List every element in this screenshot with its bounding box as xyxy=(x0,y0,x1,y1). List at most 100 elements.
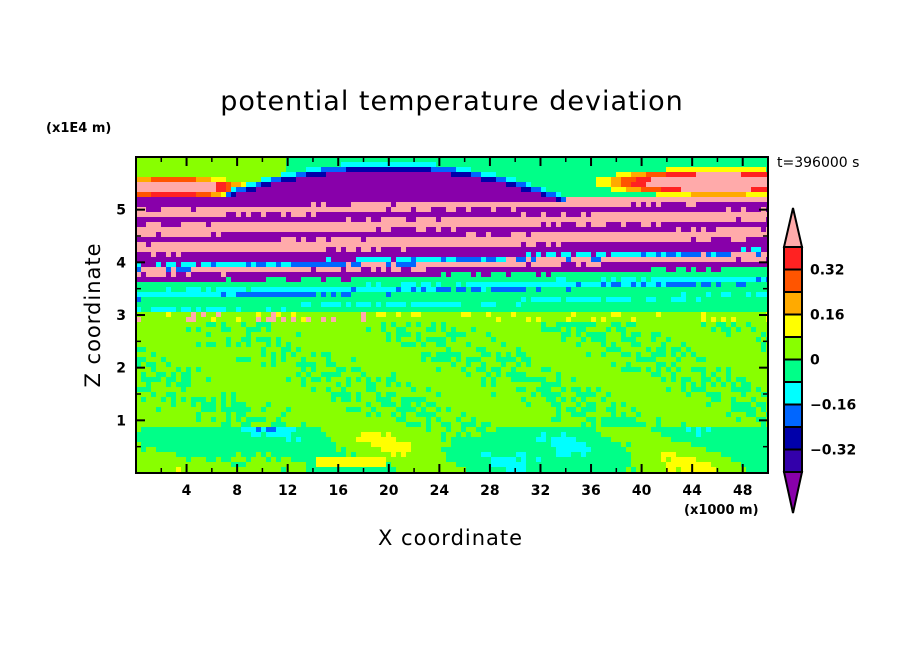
heatmap-cell xyxy=(471,282,477,288)
heatmap-cell xyxy=(311,267,317,273)
heatmap-cell xyxy=(181,282,187,288)
heatmap-cell xyxy=(396,227,402,233)
heatmap-cell xyxy=(141,387,147,393)
heatmap-cell xyxy=(181,347,187,353)
heatmap-cell xyxy=(451,462,457,468)
heatmap-cell xyxy=(506,292,512,298)
heatmap-cell xyxy=(156,202,162,208)
heatmap-cell xyxy=(146,437,152,443)
heatmap-cell xyxy=(481,312,487,318)
heatmap-cell xyxy=(476,407,482,413)
heatmap-cell xyxy=(226,297,232,303)
heatmap-cell xyxy=(391,177,397,183)
heatmap-cell xyxy=(366,277,372,283)
heatmap-cell xyxy=(281,417,287,423)
heatmap-cell xyxy=(366,437,372,443)
heatmap-cell xyxy=(496,427,502,433)
heatmap-cell xyxy=(171,422,177,428)
heatmap-cell xyxy=(181,262,187,268)
heatmap-cell xyxy=(516,352,522,358)
heatmap-cell xyxy=(266,312,272,318)
heatmap-cell xyxy=(381,402,387,408)
heatmap-cell xyxy=(431,232,437,238)
heatmap-cell xyxy=(146,302,152,308)
heatmap-cell xyxy=(366,282,372,288)
heatmap-cell xyxy=(291,192,297,198)
heatmap-cell xyxy=(216,272,222,278)
heatmap-cell xyxy=(506,177,512,183)
heatmap-cell xyxy=(376,262,382,268)
heatmap-cell xyxy=(506,242,512,248)
heatmap-cell xyxy=(331,382,337,388)
heatmap-cell xyxy=(306,262,312,268)
heatmap-cell xyxy=(241,172,247,178)
heatmap-cell xyxy=(191,277,197,283)
heatmap-cell xyxy=(416,172,422,178)
heatmap-cell xyxy=(376,302,382,308)
heatmap-cell xyxy=(356,177,362,183)
heatmap-cell xyxy=(166,332,172,338)
heatmap-cell xyxy=(326,297,332,303)
heatmap-cell xyxy=(196,457,202,463)
heatmap-cell xyxy=(506,342,512,348)
heatmap-cell xyxy=(431,462,437,468)
heatmap-cell xyxy=(306,232,312,238)
heatmap-cell xyxy=(416,252,422,258)
heatmap-cell xyxy=(476,352,482,358)
heatmap-cell xyxy=(151,177,157,183)
heatmap-cell xyxy=(451,247,457,253)
heatmap-cell xyxy=(371,387,377,393)
heatmap-cell xyxy=(371,357,377,363)
heatmap-cell xyxy=(356,357,362,363)
heatmap-cell xyxy=(521,327,527,333)
heatmap-cell xyxy=(281,357,287,363)
heatmap-cell xyxy=(476,457,482,463)
heatmap-cell xyxy=(386,252,392,258)
heatmap-cell xyxy=(236,302,242,308)
heatmap-cell xyxy=(206,182,212,188)
heatmap-cell xyxy=(321,447,327,453)
heatmap-cell xyxy=(231,292,237,298)
heatmap-cell xyxy=(356,392,362,398)
heatmap-cell xyxy=(266,382,272,388)
heatmap-cell xyxy=(386,307,392,313)
heatmap-cell xyxy=(361,172,367,178)
heatmap-cell xyxy=(396,317,402,323)
heatmap-cell xyxy=(201,217,207,223)
heatmap-cell xyxy=(316,237,322,243)
heatmap-cell xyxy=(401,162,407,168)
heatmap-cell xyxy=(351,452,357,458)
heatmap-cell xyxy=(321,267,327,273)
heatmap-cell xyxy=(261,427,267,433)
heatmap-cell xyxy=(336,452,342,458)
heatmap-cell xyxy=(196,242,202,248)
heatmap-cell xyxy=(236,382,242,388)
heatmap-cell xyxy=(436,362,442,368)
heatmap-cell xyxy=(191,192,197,198)
heatmap-cell xyxy=(476,367,482,373)
heatmap-cell xyxy=(426,327,432,333)
heatmap-cell xyxy=(236,307,242,313)
heatmap-cell xyxy=(471,427,477,433)
heatmap-cell xyxy=(136,367,142,373)
heatmap-cell xyxy=(421,417,427,423)
heatmap-cell xyxy=(221,432,227,438)
heatmap-cell xyxy=(391,277,397,283)
heatmap-cell xyxy=(401,412,407,418)
heatmap-cell xyxy=(221,247,227,253)
heatmap-cell xyxy=(336,282,342,288)
heatmap-cell xyxy=(511,177,517,183)
heatmap-cell xyxy=(296,267,302,273)
heatmap-cell xyxy=(186,262,192,268)
heatmap-cell xyxy=(351,202,357,208)
heatmap-cell xyxy=(416,257,422,263)
heatmap-cell xyxy=(501,207,507,213)
heatmap-cell xyxy=(331,297,337,303)
heatmap-cell xyxy=(431,257,437,263)
heatmap-cell xyxy=(231,312,237,318)
heatmap-cell xyxy=(166,217,172,223)
heatmap-cell xyxy=(316,427,322,433)
heatmap-cell xyxy=(231,222,237,228)
heatmap-cell xyxy=(461,287,467,293)
heatmap-cell xyxy=(241,207,247,213)
